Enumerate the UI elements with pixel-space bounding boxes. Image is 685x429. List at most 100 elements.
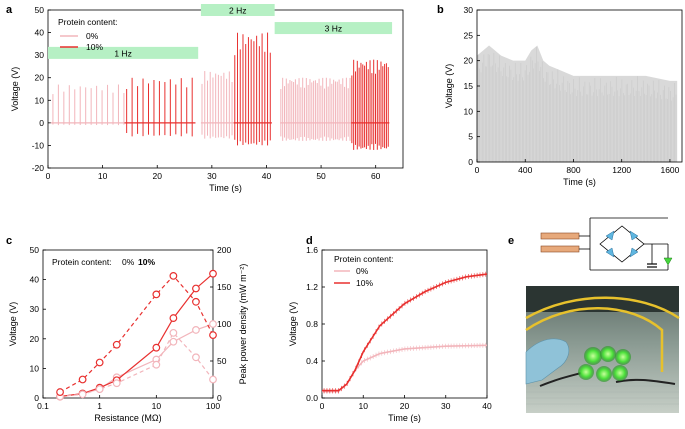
- y-axis-label: Voltage (V): [288, 302, 298, 347]
- data-point: [209, 331, 217, 340]
- diode-icon: [605, 230, 615, 241]
- data-point: [209, 269, 217, 278]
- x-tick-label: 0.1: [37, 401, 49, 411]
- x-tick-label: 20: [152, 171, 162, 181]
- led-glow: [584, 347, 602, 365]
- y-tick-label: 50: [30, 245, 40, 255]
- data-point: [95, 358, 104, 367]
- chart-b: 0 5 10 15 20 25 30 0 400 800 1200 1600 Time (s) Volta…: [444, 5, 683, 187]
- y-tick-label: 40: [35, 28, 45, 38]
- data-point: [78, 375, 87, 384]
- x-axis-label: Time (s): [563, 177, 596, 187]
- y-tick-label: 20: [464, 56, 474, 66]
- y-tick-label: 10: [464, 106, 474, 116]
- y-tick-label: 30: [35, 50, 45, 60]
- bridge-rectifier: [599, 225, 645, 263]
- data-point: [209, 375, 217, 384]
- yellow-wire: [525, 296, 680, 320]
- y-tick-label: 10: [30, 363, 40, 373]
- x-tick-label: 100: [206, 401, 220, 411]
- y-tick-label: 15: [464, 81, 474, 91]
- data-point: [95, 385, 104, 394]
- y-tick-label: 20: [30, 334, 40, 344]
- x-tick-label: 1200: [612, 165, 631, 175]
- led-glow: [578, 364, 594, 380]
- series-line: [59, 331, 214, 398]
- y-tick-label: 5: [468, 132, 473, 142]
- panel-label-b: b: [437, 4, 444, 16]
- voltage-envelope: [477, 45, 678, 162]
- data-point: [112, 379, 121, 388]
- x-tick-label: 20: [400, 401, 410, 411]
- breadboard-holes: [526, 379, 679, 405]
- x-tick-label: 800: [566, 165, 580, 175]
- legend-label: Protein content:: [52, 257, 112, 267]
- y2-tick-label: 100: [217, 319, 231, 329]
- x-tick-label: 50: [316, 171, 326, 181]
- x-tick-label: 0: [320, 401, 325, 411]
- chart-d: 0.0 0.4 0.8 1.2 1.6 0 10 20 30 40 Time (s) Voltage …: [288, 245, 492, 423]
- x-tick-label: 0: [475, 165, 480, 175]
- y-tick-label: 0: [34, 393, 39, 403]
- y-axis-label: Voltage (V): [444, 64, 454, 109]
- y-axis-label: Voltage (V): [10, 67, 20, 112]
- x-tick-label: 30: [207, 171, 217, 181]
- data-point: [112, 340, 121, 349]
- data-point: [152, 290, 161, 299]
- x-tick-label: 10: [152, 401, 162, 411]
- teng-top-electrode: [540, 232, 580, 240]
- y-tick-label: 0.4: [306, 356, 318, 366]
- y-tick-label: 0.8: [306, 319, 318, 329]
- frequency-band: [274, 22, 393, 35]
- plot-frame: [42, 249, 214, 399]
- frequency-band-label: 1 Hz: [114, 48, 131, 58]
- data-point: [169, 337, 178, 346]
- panel-label-c: c: [6, 235, 12, 247]
- y2-tick-label: 150: [217, 282, 231, 292]
- x-tick-label: 0: [46, 171, 51, 181]
- frequency-band-label: 2 Hz: [229, 6, 246, 16]
- frequency-band: [48, 46, 199, 59]
- y2-axis-label: Peak power density (mW m⁻²): [238, 264, 248, 385]
- x-tick-label: 30: [441, 401, 451, 411]
- y-tick-label: 30: [464, 5, 474, 15]
- yellow-wire: [525, 307, 664, 372]
- y-tick-label: 1.2: [306, 282, 318, 292]
- diode-icon: [605, 247, 615, 258]
- x-tick-label: 60: [371, 171, 381, 181]
- y-tick-label: 40: [30, 275, 40, 285]
- y-tick-label: 50: [35, 5, 45, 15]
- x-tick-label: 40: [482, 401, 492, 411]
- x-axis-label: Time (s): [209, 183, 242, 193]
- legend-label-10: 10%: [356, 278, 373, 288]
- data-point: [209, 320, 217, 328]
- y-tick-label: -10: [32, 140, 45, 150]
- x-axis-label: Time (s): [388, 413, 421, 423]
- y-tick-label: 20: [35, 73, 45, 83]
- panel-label-d: d: [306, 235, 313, 247]
- y-tick-label: 30: [30, 304, 40, 314]
- teng-bottom-electrode: [540, 245, 580, 253]
- led-demo-photo: [525, 286, 680, 413]
- x-tick-label: 10: [359, 401, 369, 411]
- legend-label-10: 10%: [138, 257, 155, 267]
- data-point: [192, 326, 200, 334]
- data-point: [56, 388, 64, 396]
- legend-title: Protein content:: [58, 17, 118, 27]
- plot-frame: [321, 249, 488, 399]
- data-point: [192, 284, 200, 293]
- data-point: [169, 328, 178, 337]
- chart-c: 0 10 20 30 40 50 0 50 100 150 200 0.1 1 10 100 Resistan…: [8, 245, 248, 423]
- legend-label-10: 10%: [86, 42, 103, 52]
- data-point: [152, 360, 161, 369]
- chart-a: -20 -10 0 10 20 30 40 50 0 10 20 30 40 50 60 Time (s) Vo…: [10, 4, 404, 193]
- legend-title: Protein content:: [334, 254, 394, 264]
- y2-tick-label: 0: [217, 393, 222, 403]
- series-line: [322, 273, 488, 392]
- y-tick-label: 0.0: [306, 393, 318, 403]
- diode-icon: [629, 247, 639, 258]
- led-glow: [612, 365, 628, 381]
- y-tick-label: 0: [39, 118, 44, 128]
- black-wire: [615, 378, 676, 385]
